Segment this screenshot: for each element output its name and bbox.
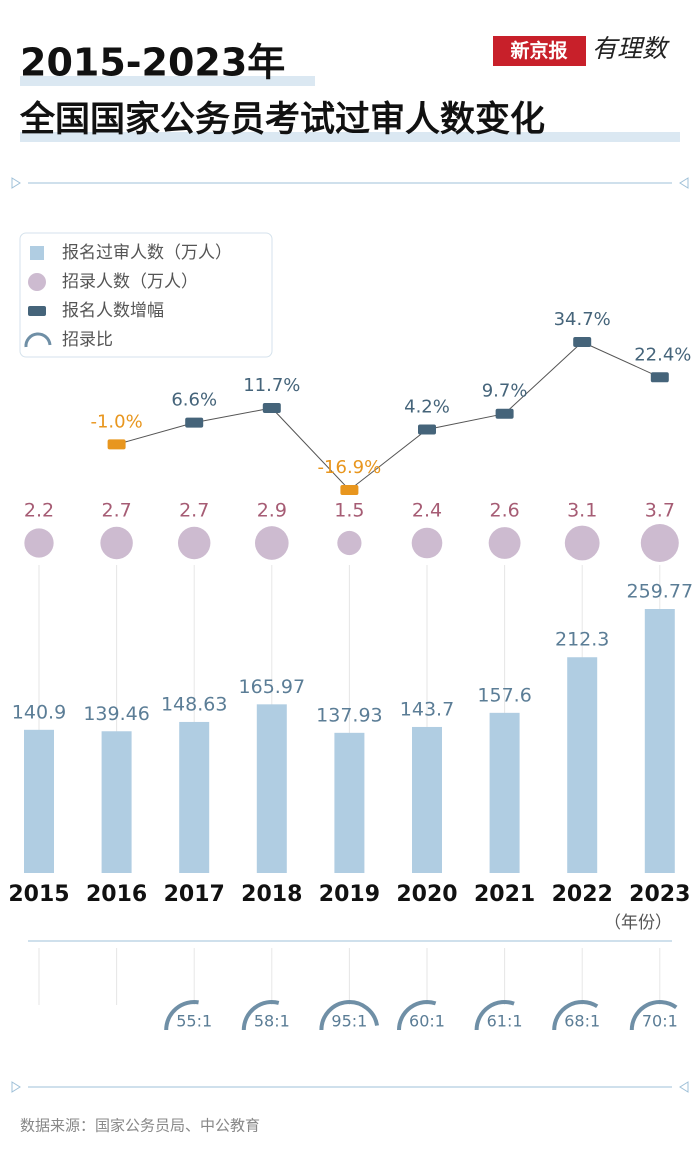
bar-label: 259.77 <box>627 581 693 603</box>
bubble-label: 1.5 <box>334 500 364 522</box>
bar-label: 157.6 <box>477 684 531 706</box>
legend-swatch <box>24 332 52 348</box>
growth-label: 34.7% <box>554 309 611 330</box>
ratio-label: 70:1 <box>642 1012 678 1031</box>
growth-marker <box>418 424 436 435</box>
chart-title: 全国国家公务员考试过审人数变化 <box>19 99 545 140</box>
bubble-label: 2.7 <box>179 500 209 522</box>
growth-marker <box>107 439 126 450</box>
bar-label: 140.9 <box>12 701 66 723</box>
growth-marker <box>185 417 204 428</box>
bar-label: 137.93 <box>316 704 382 726</box>
ratio-label: 95:1 <box>331 1012 367 1031</box>
bar <box>101 731 132 873</box>
growth-label: 6.6% <box>171 390 217 411</box>
bubble-label: 2.9 <box>257 500 287 522</box>
x-tick-label: 2016 <box>86 882 147 907</box>
growth-label: 4.2% <box>404 396 450 417</box>
x-tick-label: 2017 <box>164 882 225 907</box>
bubble <box>564 525 600 561</box>
growth-marker <box>262 402 281 413</box>
bubble <box>177 526 211 560</box>
legend-label: 招录人数（万人） <box>62 272 198 292</box>
growth-label: 22.4% <box>634 344 691 365</box>
x-tick-label: 2023 <box>629 882 690 907</box>
x-tick-label: 2021 <box>474 882 535 907</box>
bar <box>179 721 210 873</box>
legend-swatch <box>28 273 46 291</box>
bar <box>334 732 365 873</box>
title-highlight <box>20 132 680 142</box>
bar <box>24 729 54 873</box>
x-tick-label: 2018 <box>241 882 302 907</box>
growth-label: -1.0% <box>90 411 142 432</box>
bar <box>644 609 675 873</box>
ratio-label: 60:1 <box>409 1012 445 1031</box>
bubble-label: 2.7 <box>101 500 131 522</box>
bubble-label: 3.1 <box>567 500 597 522</box>
x-tick-label: 2020 <box>396 882 457 907</box>
brand-name: 新京报 <box>510 39 567 62</box>
growth-marker <box>340 485 359 495</box>
x-tick-label: 2019 <box>319 882 380 907</box>
ratio-arc <box>629 1000 678 1031</box>
ratio-arc <box>552 1000 599 1031</box>
bar-label: 148.63 <box>161 693 227 715</box>
legend-swatch <box>30 246 44 260</box>
ratio-arc <box>164 1000 199 1031</box>
growth-marker <box>495 408 514 419</box>
bubble <box>337 530 362 556</box>
bar <box>256 704 287 873</box>
x-tick-label: 2022 <box>552 882 613 907</box>
bar-label: 212.3 <box>555 629 609 651</box>
ratio-arc <box>319 1000 380 1031</box>
bubble <box>24 528 54 558</box>
chart-title: 2015-2023年 <box>20 41 285 85</box>
ratio-arc <box>397 1000 437 1031</box>
bubble-label: 2.6 <box>489 500 519 522</box>
source: 数据来源：国家公务员局、中公教育 <box>20 1117 260 1135</box>
ratio-label: 55:1 <box>176 1012 212 1031</box>
growth-label: 11.7% <box>243 375 300 396</box>
growth-marker <box>573 337 592 347</box>
legend-label: 报名人数增幅 <box>62 301 164 321</box>
growth-marker <box>650 372 669 383</box>
legend-label: 报名过审人数（万人） <box>62 243 232 263</box>
bubble <box>100 526 133 560</box>
growth-line <box>116 341 661 491</box>
bubble <box>411 527 443 559</box>
bar-label: 143.7 <box>400 698 454 720</box>
ratio-arc <box>474 1000 515 1031</box>
ratio-label: 58:1 <box>254 1012 290 1031</box>
bar-label: 139.46 <box>83 703 149 725</box>
ratio-label: 68:1 <box>564 1012 600 1031</box>
legend-label: 招录比 <box>62 330 113 350</box>
bubble <box>488 527 521 559</box>
brand-box <box>493 36 586 66</box>
ratio-label: 61:1 <box>487 1012 523 1031</box>
bubble-label: 2.2 <box>24 500 54 522</box>
bubble-label: 2.4 <box>412 500 442 522</box>
x-tick-label: 2015 <box>8 882 69 907</box>
title-highlight <box>20 76 315 86</box>
legend <box>19 232 273 358</box>
legend-swatch <box>28 306 46 316</box>
x-unit: （年份） <box>604 913 672 933</box>
bar <box>412 726 442 873</box>
brand-name: 有理数 <box>592 34 670 63</box>
bubble-label: 3.7 <box>645 500 675 522</box>
bar-label: 165.97 <box>239 676 305 698</box>
ratio-arc <box>241 1000 280 1031</box>
growth-label: 9.7% <box>482 381 528 402</box>
bubble <box>640 524 679 562</box>
bar <box>489 712 520 873</box>
bar <box>567 657 598 873</box>
bubble <box>254 526 289 560</box>
divider <box>11 177 689 1093</box>
growth-label: -16.9% <box>318 457 382 478</box>
